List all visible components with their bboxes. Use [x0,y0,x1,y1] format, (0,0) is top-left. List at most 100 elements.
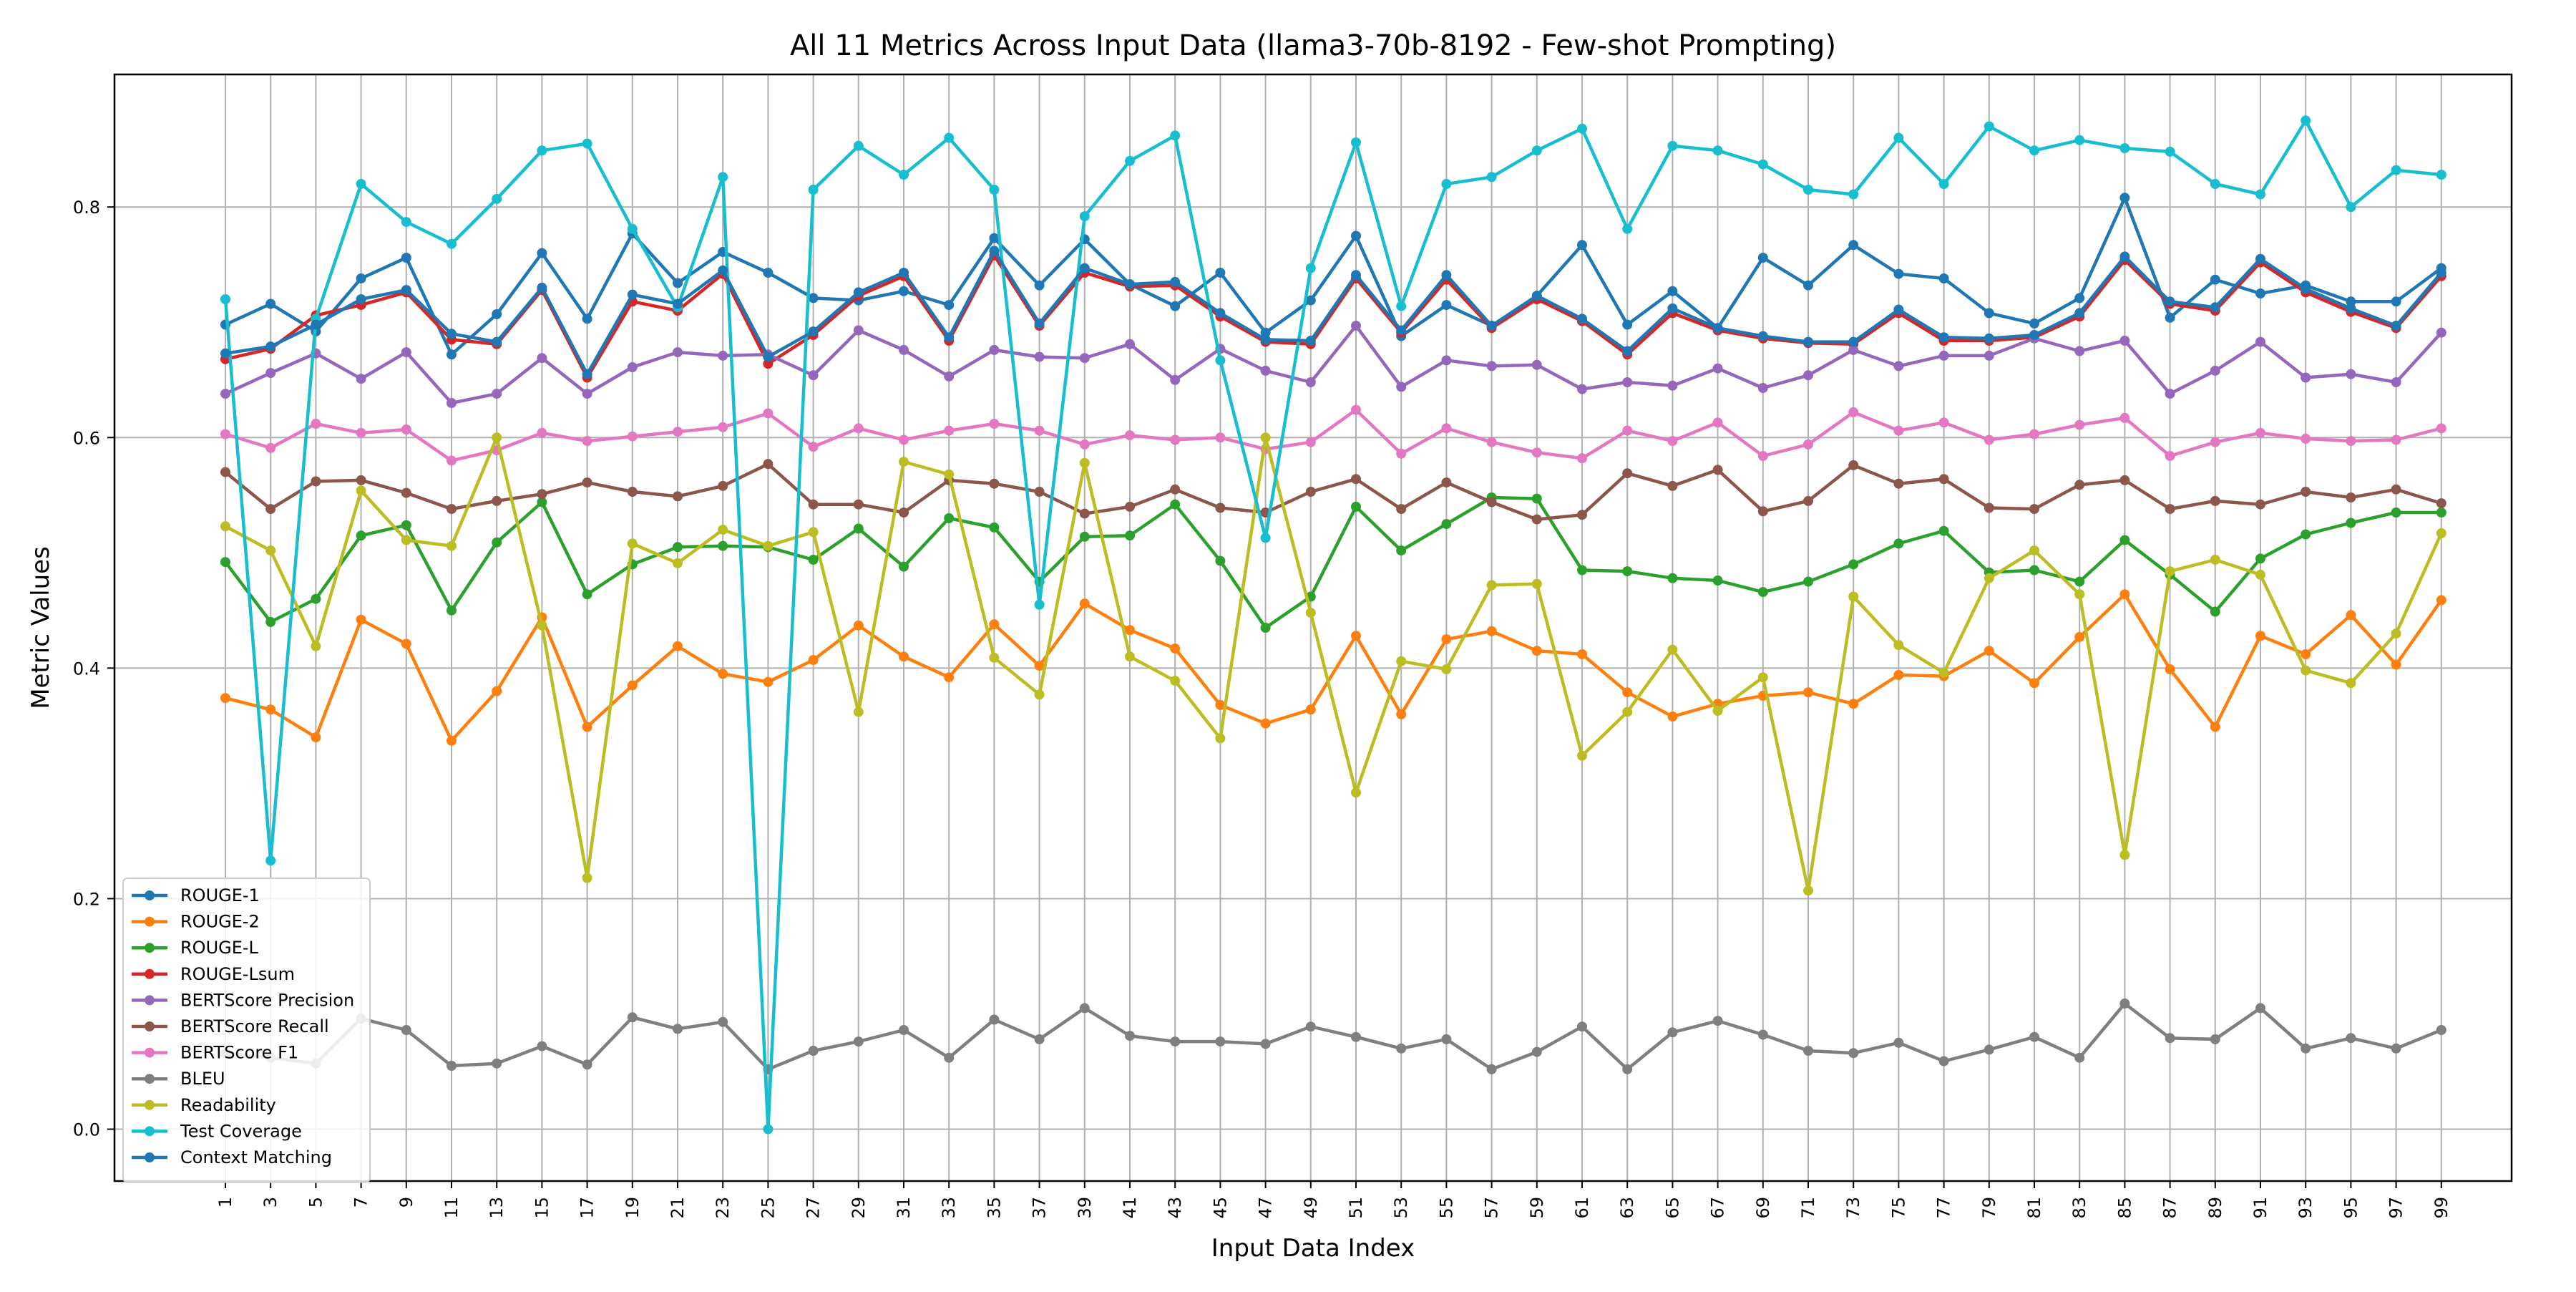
data-point [944,371,955,382]
data-point [2346,610,2356,621]
data-point [1577,314,1587,324]
data-point [1577,240,1587,251]
x-tick-label: 57 [1482,1197,1502,1219]
data-point [2301,529,2311,540]
data-point [1486,172,1497,183]
data-point [2255,189,2265,200]
data-point [1305,295,1316,306]
data-point [899,170,909,180]
data-point [1034,280,1045,291]
data-point [1486,497,1497,507]
data-point [808,370,819,381]
data-point [673,641,683,651]
data-point [1848,559,1859,570]
data-point [1125,155,1135,166]
data-point [1441,355,1452,366]
data-point [2436,507,2446,518]
data-point [718,422,728,432]
data-point [808,655,819,666]
data-point [1712,145,1723,156]
data-point [944,1052,955,1063]
data-point [2165,312,2175,323]
data-point [2119,336,2130,346]
data-point [2255,1003,2265,1014]
x-tick-label: 83 [2069,1197,2089,1219]
data-point [2391,296,2401,307]
x-tick-label: 11 [441,1197,462,1219]
data-point [1622,1064,1633,1074]
data-point [627,362,638,372]
data-point [1848,460,1859,470]
data-point [627,487,638,497]
data-point [1034,689,1045,700]
data-point [1260,365,1271,376]
legend-swatch-marker [145,1126,155,1137]
data-point [447,1061,457,1071]
data-point [1848,189,1859,200]
data-point [1667,303,1678,314]
data-point [1848,336,1859,347]
y-tick-label: 0.0 [73,1120,100,1140]
data-point [1757,451,1768,461]
x-tick-label: 31 [894,1197,914,1219]
data-point [2074,308,2085,319]
data-point [899,457,909,467]
data-point [492,1058,502,1069]
data-point [2346,436,2356,447]
data-point [673,427,683,437]
data-point [447,504,457,515]
data-point [1441,519,1452,530]
data-point [1984,646,1994,656]
data-point [2346,1033,2356,1044]
data-point [989,419,1000,429]
data-point [1486,580,1497,591]
data-point [582,314,592,324]
data-point [1125,651,1135,662]
data-point [1170,434,1181,445]
data-point [2301,1043,2311,1054]
data-point [673,491,683,502]
legend-swatch-marker [145,1047,155,1058]
data-point [2391,1043,2401,1054]
data-point [1667,380,1678,391]
data-point [1667,436,1678,447]
data-point [1938,417,1949,428]
data-point [1034,1034,1045,1044]
x-tick-label: 77 [1934,1197,1954,1219]
data-point [1170,643,1181,654]
x-tick-label: 59 [1527,1197,1547,1219]
data-point [2255,288,2265,298]
data-point [2165,1033,2175,1044]
data-point [2301,665,2311,676]
data-point [763,459,774,470]
legend-label: ROUGE-L [180,938,259,958]
data-point [1260,432,1271,443]
series-group [220,115,2446,1135]
data-point [1622,687,1633,698]
data-point [1351,1031,1361,1042]
legend-label: Context Matching [180,1147,332,1167]
legend-item: Test Coverage [132,1121,302,1141]
x-tick-label: 85 [2114,1197,2135,1219]
data-point [1893,132,1904,143]
data-point [2165,146,2175,157]
data-point [1351,270,1361,281]
data-point [1622,377,1633,387]
data-point [944,425,955,436]
data-point [2119,193,2130,203]
data-point [2119,475,2130,485]
data-point [2210,722,2220,732]
series-line [225,253,2443,379]
x-tick-label: 61 [1572,1197,1592,1219]
data-point [2074,631,2085,642]
data-point [2255,569,2265,580]
data-point [1893,640,1904,651]
data-point [1984,573,1994,583]
data-point [763,1124,774,1135]
data-point [2029,504,2039,515]
data-point [1260,533,1271,543]
data-point [1305,1021,1316,1032]
data-point [2255,336,2265,347]
x-tick-label: 65 [1662,1197,1682,1219]
data-point [1034,599,1045,610]
